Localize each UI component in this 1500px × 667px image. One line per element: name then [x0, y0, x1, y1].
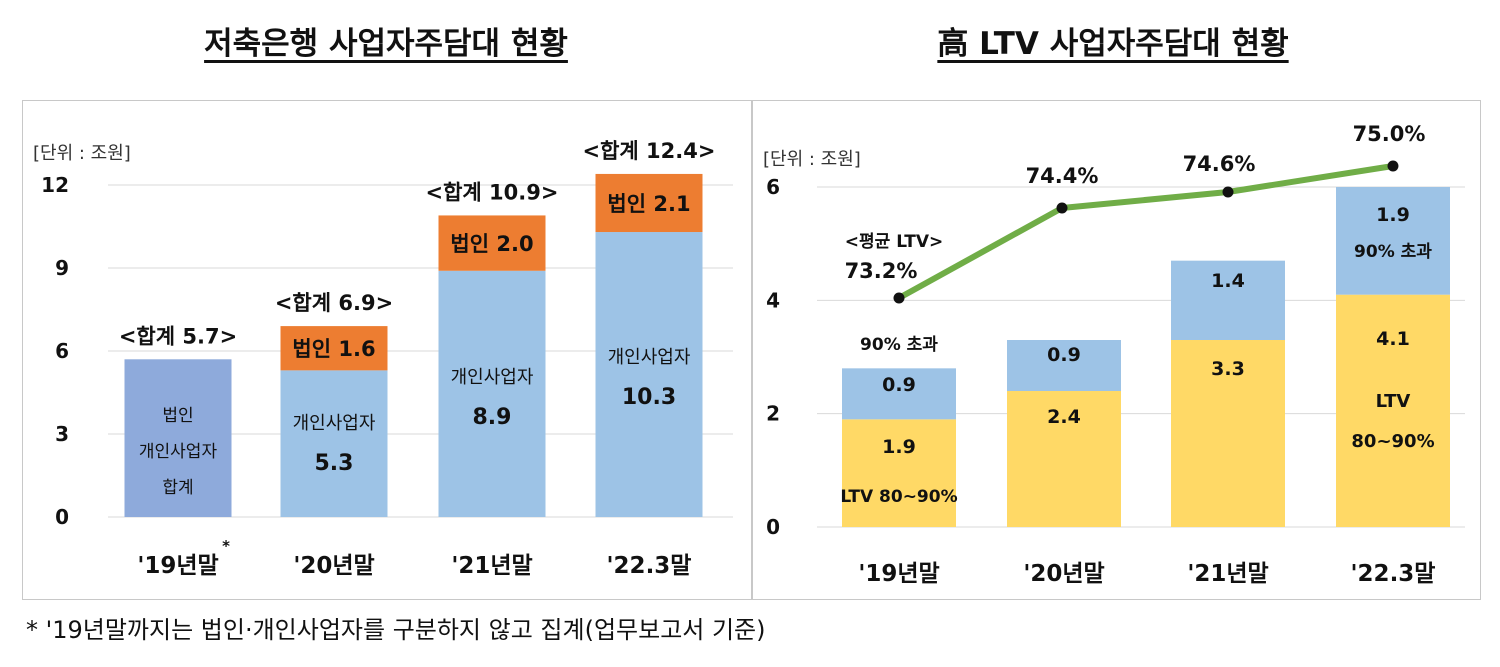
right-unit-label: [단위 : 조원]: [763, 149, 861, 170]
right-bar-over-90: [842, 368, 956, 420]
left-individual-label: 개인사업자: [451, 367, 534, 388]
right-y-tick-label: 2: [766, 402, 780, 426]
left-bar-individual: [438, 270, 546, 517]
left-x-tick-label: '20년말: [293, 553, 374, 579]
right-avg-ltv-label: 74.4%: [1026, 164, 1099, 188]
right-over-value-label: 0.9: [882, 374, 916, 396]
right-avg-ltv-label: 73.2%: [845, 259, 918, 283]
right-over-series-label: 90% 초과: [860, 335, 938, 355]
left-y-tick-label: 9: [55, 256, 69, 280]
left-corporate-label: 법인 2.1: [607, 192, 690, 216]
left-corporate-label: 법인 2.0: [450, 232, 533, 256]
left-x-tick-label: '22.3말: [607, 553, 692, 579]
right-chart: 0 2 4 6 [단위 : 조원] 1.9 0.9 2.4 0.9 3.3 1.4 4.1 1.9 LTV…: [763, 122, 1465, 587]
right-avg-ltv-point: [1222, 186, 1234, 198]
right-bar-over-90: [1336, 187, 1450, 295]
left-footnote-marker: *: [222, 537, 230, 555]
right-bar-ltv-80-90: [1171, 340, 1285, 527]
left-individual-value: 8.9: [473, 405, 512, 430]
left-bar-corporate: [438, 215, 546, 271]
right-avg-ltv-point: [893, 292, 905, 304]
right-ltv-value-label: 1.9: [882, 436, 916, 458]
left-bar-combined-label: 개인사업자: [139, 442, 218, 462]
left-x-tick-label: '21년말: [451, 553, 532, 579]
right-x-tick-label: '21년말: [1187, 561, 1268, 587]
left-bar-individual: [280, 370, 388, 517]
right-bar-ltv-80-90: [1007, 391, 1121, 527]
right-avg-ltv-label: 75.0%: [1353, 122, 1426, 146]
right-chart-panel: 0 2 4 6 [단위 : 조원] 1.9 0.9 2.4 0.9 3.3 1.4 4.1 1.9 LTV…: [752, 100, 1481, 600]
left-bar-individual: [595, 232, 703, 518]
right-avg-ltv-point: [1387, 160, 1399, 172]
left-corporate-label: 법인 1.6: [292, 337, 375, 361]
right-over-series-label: 90% 초과: [1354, 242, 1432, 262]
left-chart-title: 저축은행 사업자주담대 현황: [204, 26, 568, 62]
left-total-label: <합계 10.9>: [426, 180, 559, 204]
right-ltv-series-label: LTV 80~90%: [840, 487, 957, 507]
left-individual-value: 10.3: [622, 385, 676, 410]
left-total-label: <합계 6.9>: [275, 291, 393, 315]
left-total-label: <합계 5.7>: [119, 324, 237, 348]
right-over-value-label: 0.9: [1047, 344, 1081, 366]
left-individual-label: 개인사업자: [293, 413, 376, 434]
right-ltv-series-label: LTV: [1376, 391, 1411, 412]
right-x-tick-label: '20년말: [1023, 561, 1104, 587]
right-ltv-value-label: 2.4: [1047, 406, 1081, 428]
left-y-tick-label: 6: [55, 339, 69, 363]
left-bar-corporate: [595, 173, 703, 233]
left-individual-label: 개인사업자: [608, 347, 691, 368]
left-bar-combined-label: 합계: [162, 478, 193, 498]
right-y-tick-label: 4: [766, 288, 780, 312]
left-individual-value: 5.3: [315, 451, 354, 476]
right-avg-ltv-point: [1056, 202, 1068, 214]
right-over-value-label: 1.4: [1211, 270, 1245, 292]
right-y-tick-label: 0: [766, 515, 780, 539]
left-bar-combined-2019: [124, 359, 232, 517]
left-y-tick-label: 3: [55, 422, 69, 446]
right-ltv-value-label: 4.1: [1376, 328, 1410, 350]
left-y-tick-label: 12: [41, 173, 69, 197]
left-y-tick-label: 0: [55, 505, 69, 529]
right-x-tick-label: '22.3말: [1351, 561, 1436, 587]
right-ltv-value-label: 3.3: [1211, 358, 1245, 380]
right-bar-ltv-80-90: [1336, 294, 1450, 527]
left-chart-panel: 0 3 6 9 12 [단위 : 조원] 법인 개인사업자 합계 법인 1.6 법인 2.0 법인 2…: [22, 100, 752, 600]
left-unit-label: [단위 : 조원]: [33, 143, 131, 164]
footnote: * '19년말까지는 법인·개인사업자를 구분하지 않고 집계(업무보고서 기준…: [26, 616, 766, 644]
right-avg-ltv-line: [897, 163, 1394, 301]
right-ltv-series-label: 80~90%: [1351, 431, 1434, 452]
left-total-label: <합계 12.4>: [583, 139, 716, 163]
right-avg-ltv-label: 74.6%: [1183, 152, 1256, 176]
right-bar-ltv-80-90: [842, 419, 956, 527]
right-bar-over-90: [1171, 260, 1285, 340]
left-x-tick-label: '19년말: [137, 553, 218, 579]
left-bar-combined-label: 법인: [162, 406, 193, 426]
right-bar-over-90: [1007, 340, 1121, 391]
right-y-tick-label: 6: [766, 175, 780, 199]
right-over-value-label: 1.9: [1376, 204, 1410, 226]
left-bar-corporate: [280, 326, 388, 371]
right-avg-ltv-title: <평균 LTV>: [845, 232, 943, 252]
right-chart-title: 高 LTV 사업자주담대 현황: [937, 26, 1289, 62]
right-x-tick-label: '19년말: [858, 561, 939, 587]
